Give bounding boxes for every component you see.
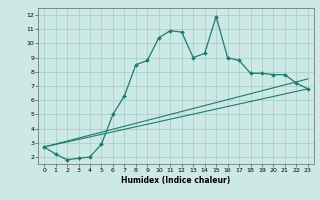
- X-axis label: Humidex (Indice chaleur): Humidex (Indice chaleur): [121, 176, 231, 185]
